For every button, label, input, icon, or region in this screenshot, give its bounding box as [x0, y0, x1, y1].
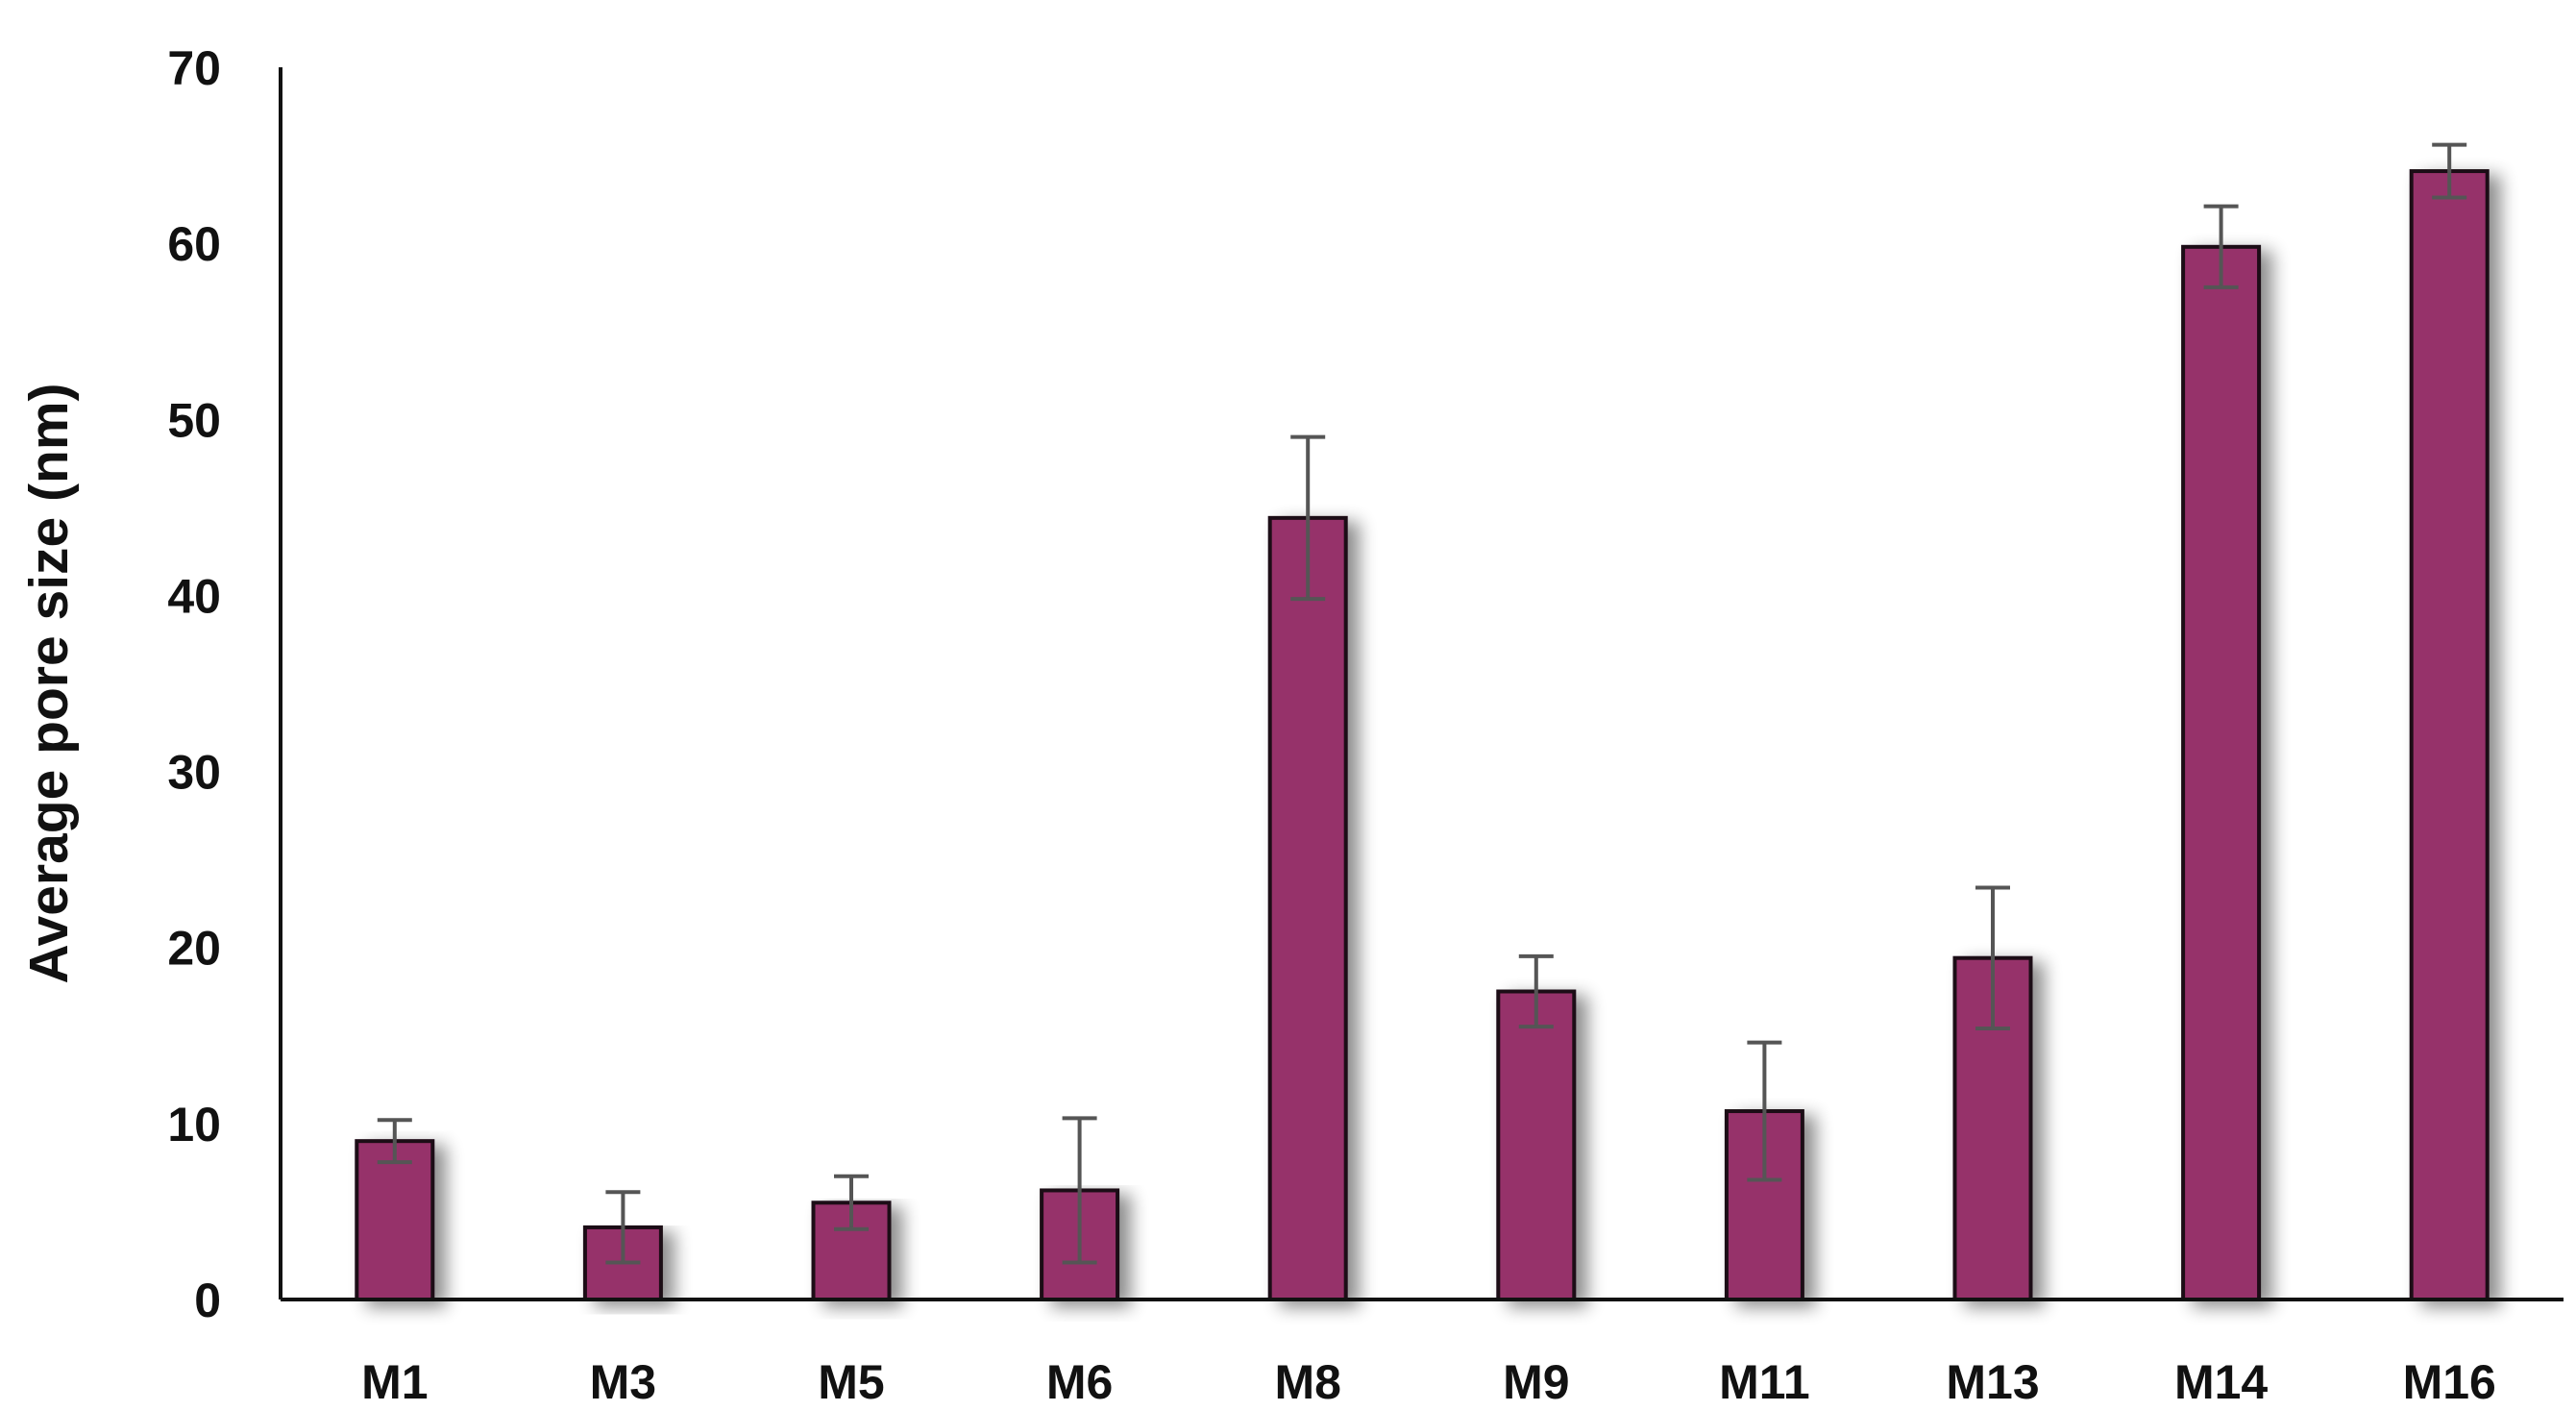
error-bar-m9: [1518, 953, 1554, 1029]
y-tick-label: 30: [167, 746, 221, 800]
y-tick-label: 60: [167, 217, 221, 271]
x-tick-label: M1: [361, 1355, 428, 1409]
y-tick-label: 10: [167, 1098, 221, 1151]
x-axis-ticks: M1 M3 M5 M6 M8 M9 M11 M13 M14 M16: [361, 1355, 2496, 1409]
y-axis-ticks: 0 10 20 30 40 50 60 70: [167, 41, 221, 1327]
error-bar-m13: [1975, 885, 2010, 1030]
x-tick-label: M3: [590, 1355, 656, 1409]
y-tick-label: 70: [167, 41, 221, 95]
bar-m11: [1724, 1109, 1804, 1301]
y-tick-label: 0: [194, 1274, 221, 1327]
error-bar-m8: [1290, 434, 1326, 602]
y-axis-title: Average pore size (nm): [18, 383, 80, 983]
error-bar-m1: [377, 1118, 412, 1165]
x-tick-label: M5: [818, 1355, 884, 1409]
error-bar-m16: [2432, 142, 2467, 200]
axes: [279, 67, 2564, 1301]
bars: [355, 169, 2490, 1302]
x-tick-label: M14: [2174, 1355, 2268, 1409]
y-tick-label: 50: [167, 393, 221, 447]
error-bar-m6: [1062, 1116, 1097, 1265]
x-tick-label: M11: [1719, 1355, 1810, 1409]
bar-m8: [1267, 515, 1348, 1301]
error-bar-m5: [834, 1174, 869, 1231]
bar-m16: [2409, 169, 2490, 1301]
y-tick-label: 20: [167, 922, 221, 976]
x-tick-label: M8: [1274, 1355, 1340, 1409]
y-tick-label: 40: [167, 569, 221, 623]
x-tick-label: M9: [1503, 1355, 1569, 1409]
error-bars: [377, 142, 2467, 1265]
x-tick-label: M16: [2403, 1355, 2496, 1409]
x-tick-label: M6: [1046, 1355, 1113, 1409]
bar-m1: [355, 1139, 435, 1301]
x-tick-label: M13: [1946, 1355, 2039, 1409]
error-bar-m3: [605, 1190, 641, 1265]
error-bar-m14: [2203, 204, 2239, 289]
bar-m14: [2181, 244, 2262, 1302]
bar-m9: [1496, 989, 1577, 1301]
error-bar-m11: [1747, 1040, 1782, 1182]
